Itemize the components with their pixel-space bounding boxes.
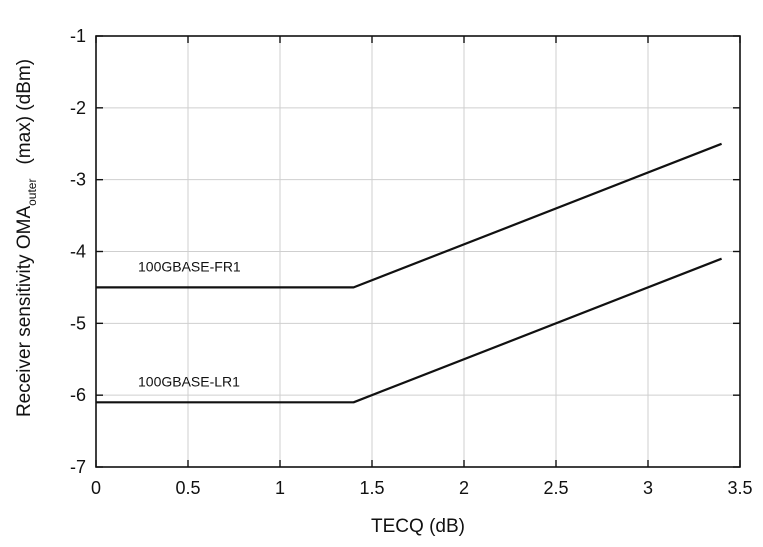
x-tick-label: 2 [459, 478, 469, 498]
y-tick-label: -5 [70, 313, 86, 333]
y-axis-title-subscript: outer [25, 179, 39, 206]
x-tick-label: 0.5 [175, 478, 200, 498]
x-axis-title: TECQ (dB) [371, 516, 465, 537]
series-lines [96, 142, 722, 404]
y-tick-label: -4 [70, 242, 86, 262]
y-tick-label: -1 [70, 26, 86, 46]
series-line-100gbase-fr1 [96, 142, 722, 289]
x-tick-label: 1.5 [359, 478, 384, 498]
x-tick-label: 3.5 [727, 478, 752, 498]
y-tick-label: -6 [70, 385, 86, 405]
grid [95, 35, 741, 468]
series-line-100gbase-lr1 [96, 257, 722, 404]
x-tick-label: 3 [643, 478, 653, 498]
series-label-100gbase-lr1: 100GBASE-LR1 [138, 373, 240, 389]
tick-labels: 0 0.5 1 1.5 2 2.5 3 3.5 -1 -2 -3 -4 -5 -6 -7 100GBASE-F… [70, 26, 753, 498]
y-tick-label: -2 [70, 98, 86, 118]
y-tick-label: -7 [70, 457, 86, 477]
axis-ticks [95, 35, 741, 468]
y-axis-title: Receiver sensitivity OMAouter (max) (dBm) [14, 59, 39, 417]
x-tick-label: 2.5 [543, 478, 568, 498]
y-tick-label: -3 [70, 170, 86, 190]
y-axis-title-prefix: Receiver sensitivity OMA [14, 206, 35, 417]
x-tick-label: 0 [91, 478, 101, 498]
y-axis-title-suffix: (max) (dBm) [14, 59, 35, 165]
x-tick-label: 1 [275, 478, 285, 498]
series-label-100gbase-fr1: 100GBASE-FR1 [138, 258, 241, 274]
